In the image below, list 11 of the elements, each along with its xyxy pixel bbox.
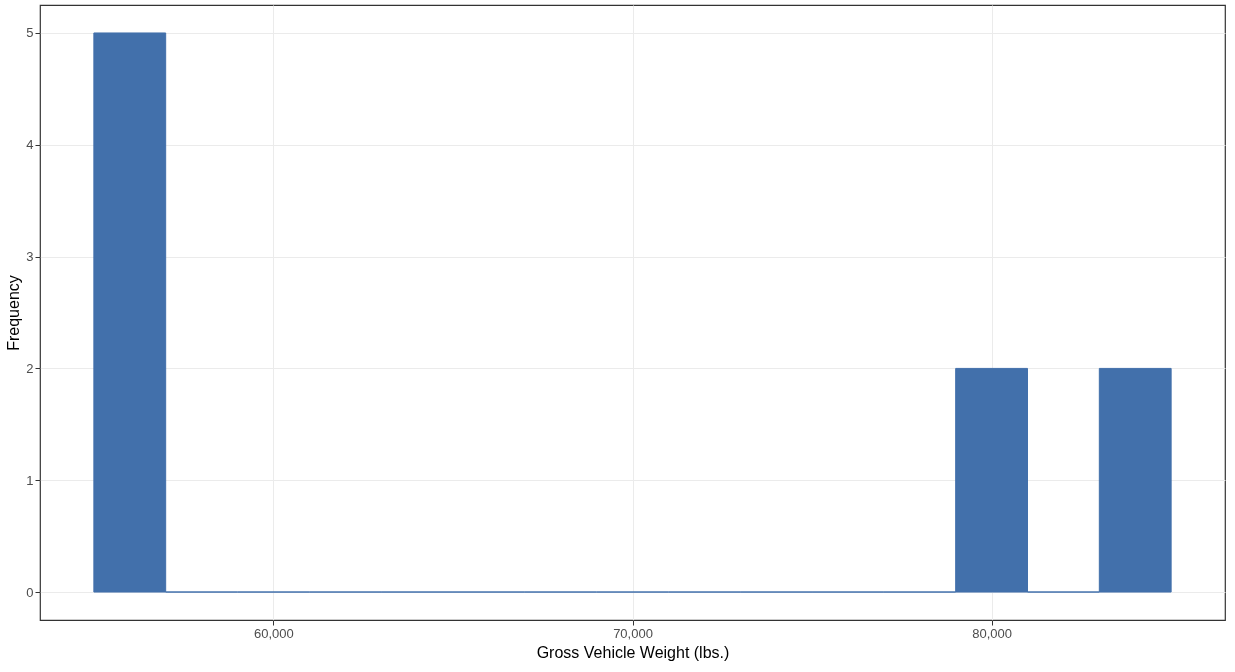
- y-tick-label: 2: [26, 360, 34, 376]
- y-tick-label: 1: [26, 472, 34, 488]
- x-axis-title: Gross Vehicle Weight (lbs.): [536, 643, 730, 661]
- x-tick-label: 80,000: [972, 625, 1012, 641]
- x-tick-label: 70,000: [613, 625, 653, 641]
- x-tick-label: 60,000: [254, 625, 294, 641]
- y-tick-label: 5: [26, 25, 34, 41]
- y-tick-label: 3: [26, 249, 34, 265]
- y-tick-label: 0: [26, 584, 34, 600]
- y-axis-title: Frequency: [5, 275, 23, 351]
- y-tick-label: 4: [26, 137, 34, 153]
